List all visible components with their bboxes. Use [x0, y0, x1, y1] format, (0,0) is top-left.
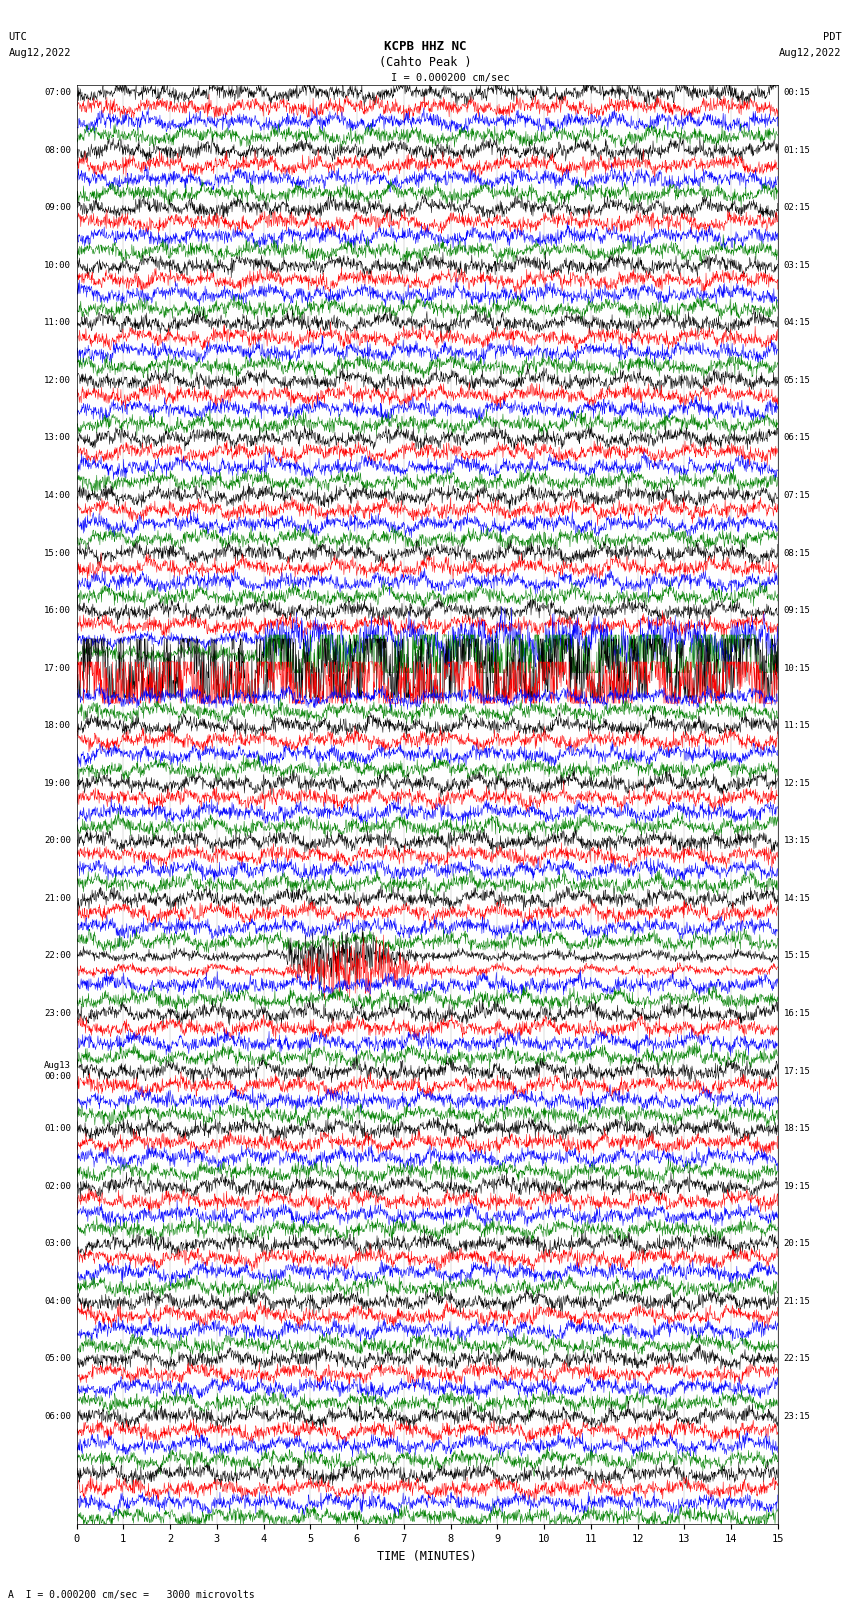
Text: 05:00: 05:00 [44, 1355, 71, 1363]
Text: 11:15: 11:15 [784, 721, 810, 731]
Text: 11:00: 11:00 [44, 318, 71, 327]
Text: 09:00: 09:00 [44, 203, 71, 213]
Text: 03:00: 03:00 [44, 1239, 71, 1248]
Text: 05:15: 05:15 [784, 376, 810, 386]
Text: 23:00: 23:00 [44, 1010, 71, 1018]
Text: 10:15: 10:15 [784, 663, 810, 673]
Text: 21:15: 21:15 [784, 1297, 810, 1307]
Text: 04:00: 04:00 [44, 1297, 71, 1307]
Text: 20:00: 20:00 [44, 837, 71, 845]
Text: 13:00: 13:00 [44, 434, 71, 442]
X-axis label: TIME (MINUTES): TIME (MINUTES) [377, 1550, 477, 1563]
Text: KCPB HHZ NC: KCPB HHZ NC [383, 40, 467, 53]
Text: 18:00: 18:00 [44, 721, 71, 731]
Text: 06:00: 06:00 [44, 1411, 71, 1421]
Text: UTC: UTC [8, 32, 27, 42]
Text: Aug13
00:00: Aug13 00:00 [44, 1061, 71, 1081]
Text: 13:15: 13:15 [784, 837, 810, 845]
Text: (Cahto Peak ): (Cahto Peak ) [379, 56, 471, 69]
Text: Aug12,2022: Aug12,2022 [8, 48, 71, 58]
Text: 08:00: 08:00 [44, 145, 71, 155]
Text: 22:15: 22:15 [784, 1355, 810, 1363]
Text: A  I = 0.000200 cm/sec =   3000 microvolts: A I = 0.000200 cm/sec = 3000 microvolts [8, 1590, 255, 1600]
Text: 16:15: 16:15 [784, 1010, 810, 1018]
Text: 20:15: 20:15 [784, 1239, 810, 1248]
Text: 22:00: 22:00 [44, 952, 71, 960]
Text: 07:15: 07:15 [784, 490, 810, 500]
Text: 02:15: 02:15 [784, 203, 810, 213]
Text: 23:15: 23:15 [784, 1411, 810, 1421]
Text: 15:00: 15:00 [44, 548, 71, 558]
Text: 16:00: 16:00 [44, 606, 71, 615]
Text: 14:00: 14:00 [44, 490, 71, 500]
Text: 00:15: 00:15 [784, 89, 810, 97]
Text: 04:15: 04:15 [784, 318, 810, 327]
Text: 14:15: 14:15 [784, 894, 810, 903]
Text: 12:00: 12:00 [44, 376, 71, 386]
Text: 21:00: 21:00 [44, 894, 71, 903]
Text: 09:15: 09:15 [784, 606, 810, 615]
Text: 01:15: 01:15 [784, 145, 810, 155]
Text: 19:15: 19:15 [784, 1182, 810, 1190]
Text: I = 0.000200 cm/sec: I = 0.000200 cm/sec [391, 73, 510, 82]
Text: 12:15: 12:15 [784, 779, 810, 787]
Text: Aug12,2022: Aug12,2022 [779, 48, 842, 58]
Text: 19:00: 19:00 [44, 779, 71, 787]
Text: PDT: PDT [823, 32, 842, 42]
Text: 01:00: 01:00 [44, 1124, 71, 1132]
Text: 03:15: 03:15 [784, 261, 810, 269]
Text: 10:00: 10:00 [44, 261, 71, 269]
Text: 06:15: 06:15 [784, 434, 810, 442]
Text: 17:15: 17:15 [784, 1066, 810, 1076]
Text: 17:00: 17:00 [44, 663, 71, 673]
Text: 15:15: 15:15 [784, 952, 810, 960]
Text: 18:15: 18:15 [784, 1124, 810, 1132]
Text: 02:00: 02:00 [44, 1182, 71, 1190]
Text: 07:00: 07:00 [44, 89, 71, 97]
Text: 08:15: 08:15 [784, 548, 810, 558]
